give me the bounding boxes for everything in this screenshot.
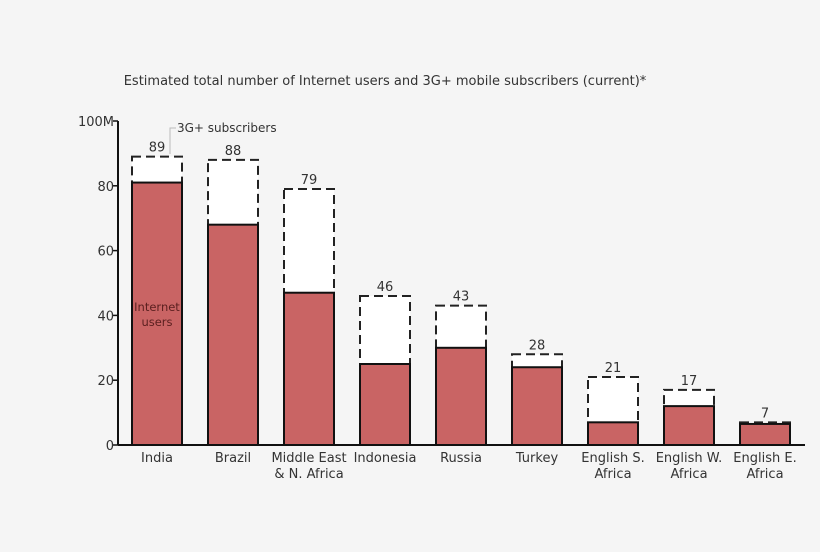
annotation-leader-line — [169, 127, 176, 154]
category-label: Brazil — [215, 451, 251, 466]
category-label: Russia — [440, 451, 482, 466]
y-tick-label: 60 — [97, 245, 114, 260]
y-tick-label: 40 — [97, 309, 114, 324]
internet-users-bar — [511, 366, 563, 446]
y-tick-label: 0 — [106, 439, 114, 454]
internet-users-bar — [587, 421, 639, 447]
internet-users-bar — [283, 291, 335, 446]
internet-users-bar — [207, 223, 259, 446]
category-label-line: Brazil — [215, 451, 251, 466]
category-label: Middle East & N. Africa — [271, 451, 346, 482]
category-label-line: Africa — [670, 467, 707, 482]
category-label-line: Africa — [746, 467, 783, 482]
category-label-line: Indonesia — [354, 451, 417, 466]
category-label: Indonesia — [354, 451, 417, 466]
internet-users-bar — [359, 363, 411, 446]
category-label-line: Russia — [440, 451, 482, 466]
internet-users-bar — [435, 346, 487, 446]
category-label: English W. Africa — [656, 451, 723, 482]
category-label-line: English W. — [656, 451, 723, 466]
data-label: 89 — [149, 141, 166, 156]
y-tick-label: 80 — [97, 180, 114, 195]
annotation-line: Internet — [134, 300, 180, 314]
internet-users-annotation: Internet users — [134, 300, 180, 329]
category-label: Turkey — [515, 451, 559, 466]
category-label-line: & N. Africa — [274, 467, 343, 482]
data-label: 28 — [529, 338, 546, 353]
data-label: 79 — [301, 173, 318, 188]
data-label: 21 — [605, 361, 622, 376]
data-label: 43 — [453, 290, 470, 305]
category-label-line: English S. — [581, 451, 644, 466]
annotation-line: users — [141, 315, 172, 329]
internet-users-bar — [131, 181, 183, 446]
data-label: 17 — [681, 374, 698, 389]
y-tick-label: 100M — [78, 115, 114, 130]
y-tick-label: 20 — [97, 374, 114, 389]
chart-title: Estimated total number of Internet users… — [124, 74, 647, 89]
category-label-line: Middle East — [271, 451, 346, 466]
data-label: 88 — [225, 144, 242, 159]
category-label: India — [141, 451, 173, 466]
data-label: 46 — [377, 280, 394, 295]
data-label: 7 — [761, 406, 769, 421]
category-label-line: Africa — [594, 467, 631, 482]
category-label-line: India — [141, 451, 173, 466]
subscribers-annotation: 3G+ subscribers — [177, 121, 277, 135]
internet-users-bar — [663, 405, 715, 446]
category-label-line: Turkey — [515, 451, 559, 466]
category-label-line: English E. — [733, 451, 796, 466]
internet-users-bar — [739, 422, 791, 447]
category-label: English S. Africa — [581, 451, 644, 482]
category-label: English E. Africa — [733, 451, 796, 482]
